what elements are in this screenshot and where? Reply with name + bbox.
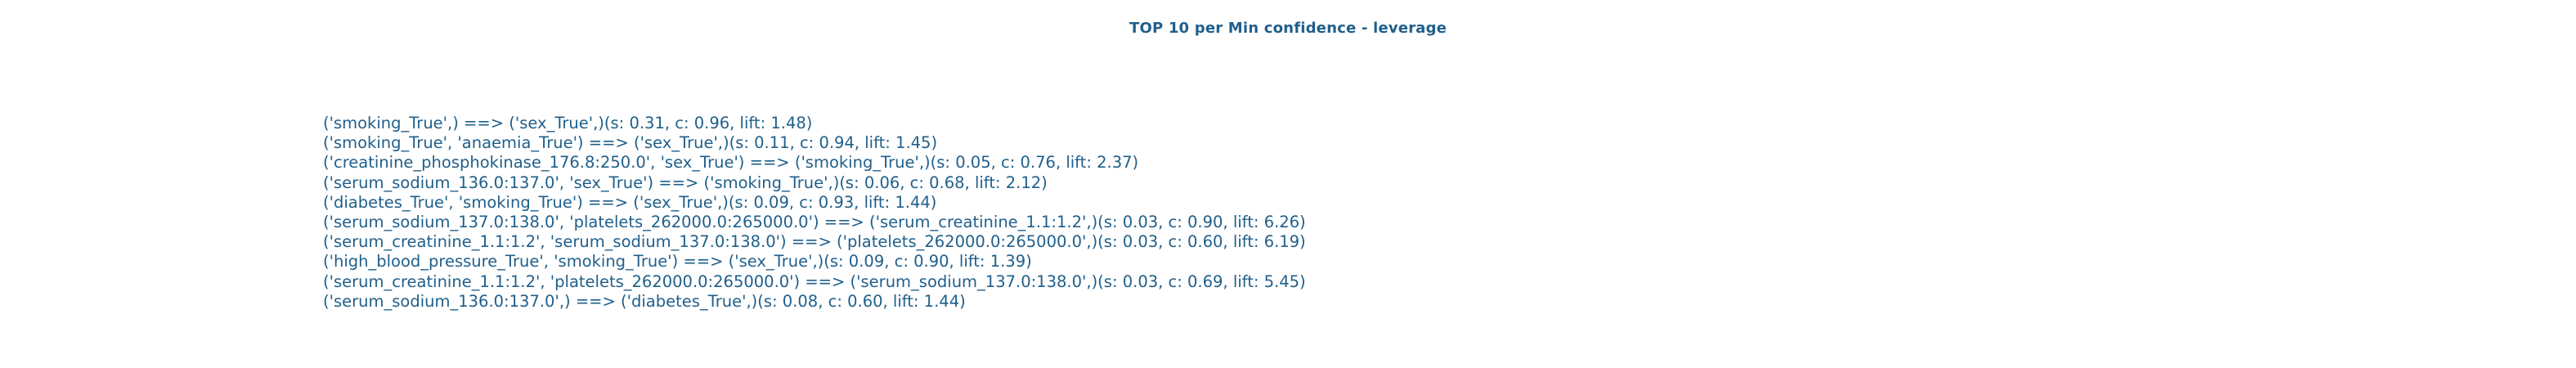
rule-item: ('serum_sodium_136.0:137.0', 'sex_True')… xyxy=(323,173,1048,192)
rule-item: ('serum_creatinine_1.1:1.2', 'platelets_… xyxy=(323,272,1306,291)
rule-item: ('serum_sodium_137.0:138.0', 'platelets_… xyxy=(323,213,1306,232)
rule-item: ('smoking_True', 'anaemia_True') ==> ('s… xyxy=(323,133,938,153)
rule-item: ('serum_creatinine_1.1:1.2', 'serum_sodi… xyxy=(323,232,1306,252)
figure-title: TOP 10 per Min confidence - leverage xyxy=(1129,20,1447,37)
rule-item: ('creatinine_phosphokinase_176.8:250.0',… xyxy=(323,153,1139,173)
rule-item: ('diabetes_True', 'smoking_True') ==> ('… xyxy=(323,192,937,212)
rule-item: ('high_blood_pressure_True', 'smoking_Tr… xyxy=(323,252,1032,272)
association-rules-list: ('smoking_True',) ==> ('sex_True',)(s: 0… xyxy=(323,114,1306,312)
rule-item: ('serum_sodium_136.0:137.0',) ==> ('diab… xyxy=(323,291,966,311)
rule-item: ('smoking_True',) ==> ('sex_True',)(s: 0… xyxy=(323,114,813,132)
